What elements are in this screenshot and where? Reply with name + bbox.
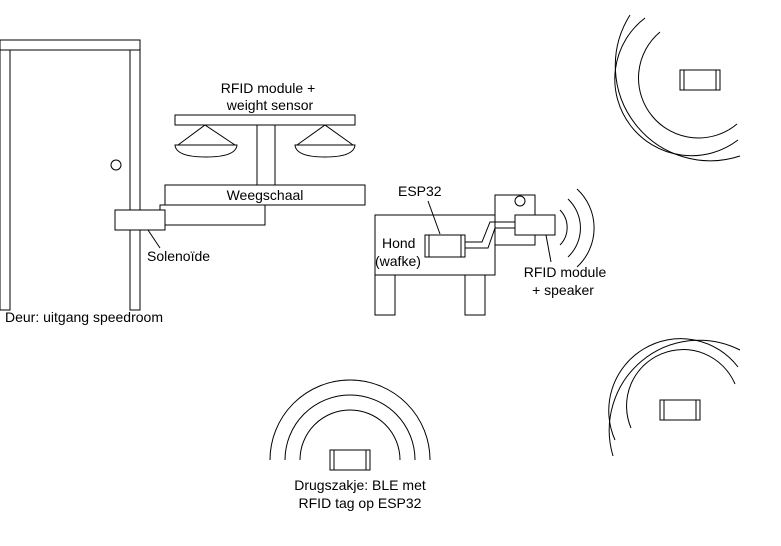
- scale-column: [256, 124, 276, 186]
- hond-label-1: Hond: [382, 235, 415, 251]
- wire-bottom: [465, 227, 515, 249]
- rfid-weight-label-2: weight sensor: [226, 97, 314, 113]
- drugszakje-device: [329, 449, 371, 471]
- solenoid-pointer: [147, 229, 161, 249]
- rfid-speaker-label-1: RFID module: [524, 264, 607, 280]
- rfid-speaker-module: [514, 214, 556, 236]
- speaker-wave-2: [567, 198, 581, 258]
- door-frame-left: [0, 49, 11, 311]
- dog-leg-front: [374, 274, 396, 316]
- rfid-speaker-label-2: + speaker: [532, 282, 594, 298]
- solenoid-label: Solenoïde: [147, 248, 210, 264]
- drugszakje-label-2: RFID tag op ESP32: [299, 495, 422, 511]
- drugszakje-wave-2: [284, 394, 416, 461]
- beacon-tr-wave-2: [614, 17, 739, 157]
- dog-leg-back: [464, 274, 486, 316]
- weight-scale: [159, 114, 366, 226]
- drugszakje-wave-1: [299, 409, 401, 461]
- weegschaal-label: Weegschaal: [227, 187, 304, 203]
- beacon-br-device: [659, 399, 701, 421]
- door-frame-right: [129, 49, 141, 311]
- beacon-tr-device: [679, 69, 721, 91]
- scale-beam: [174, 114, 356, 126]
- solenoid: [114, 209, 166, 231]
- beacon-tr-wave-3: [614, 14, 741, 162]
- scale-pan-left: [174, 144, 238, 158]
- drugszakje-label-1: Drugszakje: BLE met: [294, 477, 426, 493]
- speaker-wave-3: [576, 188, 595, 268]
- hond-label-2: (wafke): [375, 253, 421, 269]
- drugszakje-beacon: [269, 379, 431, 471]
- door-label: Deur: uitgang speedroom: [5, 309, 163, 325]
- door: [0, 39, 141, 311]
- beacon-br-wave-1: [626, 349, 736, 429]
- beacon-br-wave-2: [608, 338, 739, 441]
- scale-to-solenoid-wire: [159, 204, 266, 226]
- beacon-bottom-right: [608, 338, 741, 457]
- speaker-wave-1: [559, 209, 568, 246]
- dog: [374, 188, 595, 316]
- rfid-speaker-pointer: [545, 234, 552, 263]
- beacon-tr-wave-1: [638, 31, 738, 139]
- wire-top: [465, 221, 515, 243]
- dog-eye: [514, 195, 526, 207]
- rfid-weight-label-1: RFID module +: [221, 80, 316, 96]
- scale-pan-right: [294, 144, 356, 158]
- esp32-module: [424, 234, 466, 258]
- door-knob: [110, 159, 122, 171]
- door-frame-top: [0, 39, 141, 51]
- esp32-label: ESP32: [398, 183, 442, 199]
- beacon-br-wave-3: [608, 339, 741, 457]
- esp32-pointer: [427, 200, 441, 235]
- drugszakje-wave-3: [269, 379, 431, 461]
- beacon-top-right: [614, 14, 741, 162]
